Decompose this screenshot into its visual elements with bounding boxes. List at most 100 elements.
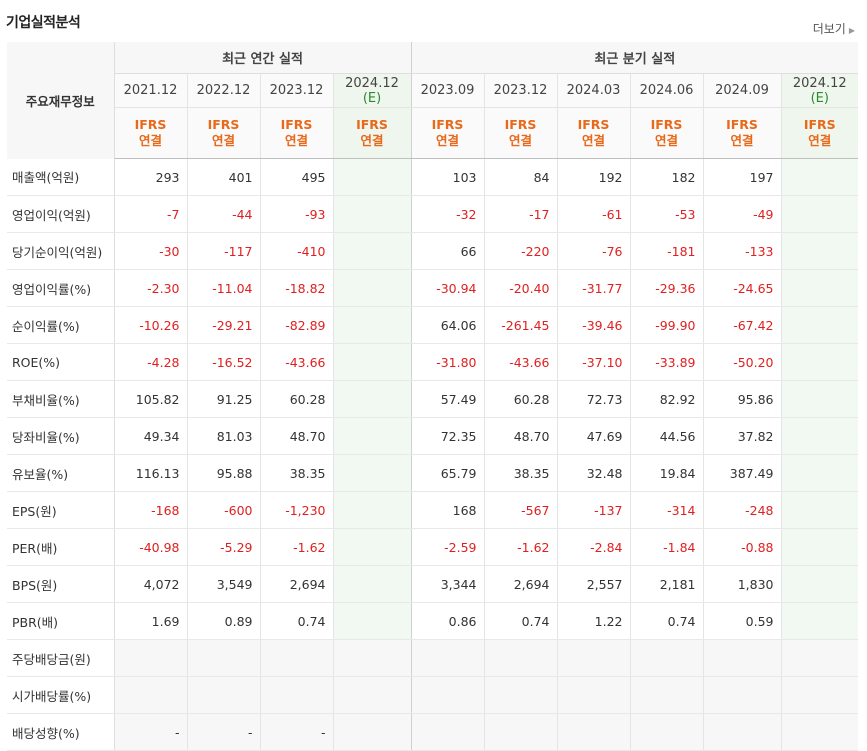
table-row: 시가배당률(%)	[7, 676, 859, 714]
table-cell	[780, 491, 859, 529]
ifrs-label: IFRS	[280, 117, 313, 132]
row-label: PER(배)	[7, 528, 115, 566]
table-cell	[556, 713, 630, 751]
table-cell: 95.88	[186, 454, 260, 492]
table-cell: 81.03	[186, 417, 260, 455]
table-cell: 49.34	[113, 417, 187, 455]
table-cell: -29.21	[186, 306, 260, 344]
table-cell: -567	[483, 491, 557, 529]
column-date-text: 2024.12	[345, 75, 399, 91]
table-cell	[259, 676, 333, 714]
table-cell: -2.30	[113, 269, 187, 307]
column-date-text: 2023.12	[269, 83, 324, 98]
table-row: 당좌비율(%) 49.34 81.03 48.70 72.35 48.70 47.69 44.…	[7, 417, 859, 455]
table-cell	[702, 639, 781, 677]
table-cell: 0.59	[702, 602, 781, 640]
table-cell: 64.06	[410, 306, 484, 344]
table-cell: -5.29	[186, 528, 260, 566]
table-cell	[410, 676, 484, 714]
column-ifrs: IFRS 연결	[410, 107, 484, 159]
table-cell: 72.35	[410, 417, 484, 455]
table-cell	[410, 639, 484, 677]
table-cell	[483, 639, 557, 677]
consolidated-label: 연결	[581, 133, 605, 148]
table-row: BPS(원) 4,072 3,549 2,694 3,344 2,694 2,557 2,18…	[7, 565, 859, 603]
estimate-marker: (E)	[362, 90, 382, 106]
consolidated-label: 연결	[508, 133, 532, 148]
table-cell	[483, 676, 557, 714]
column-date: 2024.03	[556, 73, 630, 108]
table-cell	[113, 639, 187, 677]
table-cell: 401	[186, 158, 260, 196]
column-ifrs: IFRS 연결	[780, 107, 859, 159]
table-cell	[556, 676, 630, 714]
ifrs-label: IFRS	[134, 117, 167, 132]
table-cell	[186, 639, 260, 677]
column-date: 2021.12	[113, 73, 187, 108]
table-cell	[556, 639, 630, 677]
table-cell	[780, 676, 859, 714]
table-cell: -82.89	[259, 306, 333, 344]
ifrs-label: IFRS	[504, 117, 537, 132]
table-cell	[332, 195, 411, 233]
quarter-group-header: 최근 분기 실적	[410, 42, 859, 74]
table-cell	[332, 602, 411, 640]
table-cell: -7	[113, 195, 187, 233]
column-ifrs: IFRS 연결	[556, 107, 630, 159]
table-cell: -1.62	[483, 528, 557, 566]
table-cell: -43.66	[259, 343, 333, 381]
table-cell: -168	[113, 491, 187, 529]
column-date: 2024.12 (E)	[332, 73, 411, 108]
financial-table: 주요재무정보 최근 연간 실적 최근 분기 실적 2021.12 2022.12 2…	[7, 42, 859, 751]
table-cell: 82.92	[629, 380, 703, 418]
consolidated-label: 연결	[138, 133, 162, 148]
row-label: EPS(원)	[7, 491, 115, 529]
table-cell: -410	[259, 232, 333, 270]
table-cell: -99.90	[629, 306, 703, 344]
table-cell	[780, 306, 859, 344]
table-cell: 48.70	[483, 417, 557, 455]
table-cell: 0.89	[186, 602, 260, 640]
table-row: 영업이익(억원) -7 -44 -93 -32 -17 -61 -53 -49	[7, 195, 859, 233]
row-label-header: 주요재무정보	[7, 42, 115, 159]
chevron-right-icon: ▶	[848, 26, 855, 35]
column-date-text: 2021.12	[123, 83, 178, 98]
table-cell	[780, 565, 859, 603]
table-cell: -261.45	[483, 306, 557, 344]
table-cell: -31.80	[410, 343, 484, 381]
table-cell	[332, 676, 411, 714]
table-cell	[332, 269, 411, 307]
table-row: 순이익률(%) -10.26 -29.21 -82.89 64.06 -261.45 -39…	[7, 306, 859, 344]
table-cell: -67.42	[702, 306, 781, 344]
ifrs-label: IFRS	[431, 117, 464, 132]
column-date: 2023.09	[410, 73, 484, 108]
column-date-text: 2023.09	[420, 83, 475, 98]
more-link[interactable]: 더보기 ▶	[813, 20, 855, 37]
table-cell	[186, 676, 260, 714]
ifrs-label: IFRS	[577, 117, 610, 132]
table-cell: -600	[186, 491, 260, 529]
column-date: 2024.06	[629, 73, 703, 108]
table-cell: -248	[702, 491, 781, 529]
table-cell	[780, 417, 859, 455]
table-cell: 105.82	[113, 380, 187, 418]
more-label: 더보기	[812, 22, 846, 36]
table-cell: -49	[702, 195, 781, 233]
table-cell	[629, 639, 703, 677]
row-label: 당좌비율(%)	[7, 417, 115, 455]
table-cell: 19.84	[629, 454, 703, 492]
column-ifrs: IFRS 연결	[186, 107, 260, 159]
row-label: 영업이익률(%)	[7, 269, 115, 307]
table-cell	[780, 380, 859, 418]
table-cell: 60.28	[259, 380, 333, 418]
table-row: ROE(%) -4.28 -16.52 -43.66 -31.80 -43.66 -37.1…	[7, 343, 859, 381]
table-cell: -30	[113, 232, 187, 270]
table-cell: -18.82	[259, 269, 333, 307]
table-cell: -43.66	[483, 343, 557, 381]
column-date: 2023.12	[259, 73, 333, 108]
table-cell	[332, 380, 411, 418]
table-cell: -29.36	[629, 269, 703, 307]
ifrs-label: IFRS	[803, 117, 836, 132]
consolidated-label: 연결	[435, 133, 459, 148]
table-row: 유보율(%) 116.13 95.88 38.35 65.79 38.35 32.48 19.…	[7, 454, 859, 492]
